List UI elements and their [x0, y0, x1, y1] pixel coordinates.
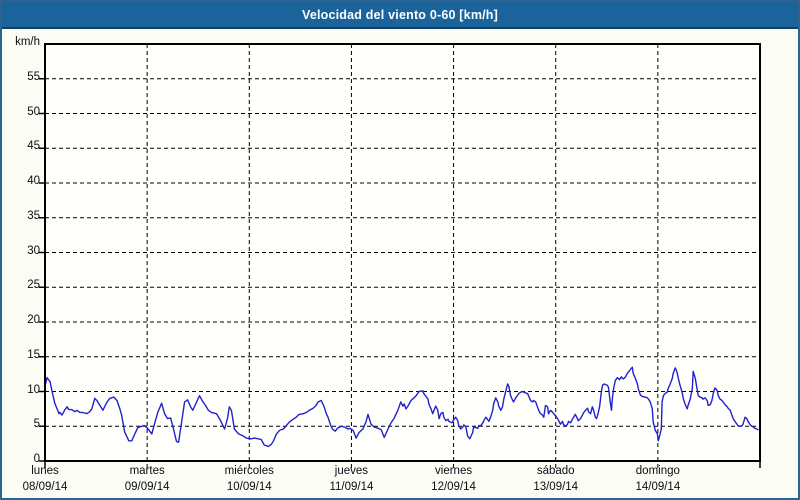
- day-date: 13/09/14: [533, 481, 579, 493]
- day-name: viernes: [435, 465, 473, 477]
- y-axis-unit-label: km/h: [15, 36, 40, 48]
- x-axis-label-sábado: sábado 13/09/14: [506, 463, 606, 495]
- y-axis-label-25: 25: [27, 279, 40, 292]
- day-date: 08/09/14: [22, 481, 68, 493]
- y-axis-label-15: 15: [27, 348, 40, 361]
- x-axis-label-domingo: domingo 14/09/14: [608, 463, 708, 495]
- day-name: martes: [129, 465, 165, 477]
- day-name: jueves: [334, 465, 369, 477]
- day-name: sábado: [536, 465, 575, 477]
- day-name: miércoles: [224, 465, 274, 477]
- x-axis-label-jueves: jueves 11/09/14: [301, 463, 401, 495]
- title-bar: Velocidad del viento 0-60 [km/h]: [2, 2, 798, 29]
- plot-area: [39, 43, 761, 469]
- x-axis-label-miércoles: miércoles 10/09/14: [199, 463, 299, 495]
- day-date: 11/09/14: [329, 481, 374, 493]
- chart-title: Velocidad del viento 0-60 [km/h]: [301, 7, 499, 22]
- day-date: 09/09/14: [124, 481, 170, 493]
- day-name: lunes: [31, 465, 59, 477]
- x-axis-label-lunes: lunes 08/09/14: [0, 463, 95, 495]
- x-axis-label-viernes: viernes 12/09/14: [404, 463, 504, 495]
- y-axis-label-35: 35: [27, 209, 40, 222]
- day-date: 14/09/14: [635, 481, 681, 493]
- y-axis-label-40: 40: [27, 175, 40, 187]
- wind-speed-line: [44, 366, 759, 448]
- wind-speed-chart: [39, 43, 761, 469]
- y-axis-label-55: 55: [27, 70, 40, 83]
- plot-border: [44, 43, 761, 462]
- y-axis-label-20: 20: [27, 314, 40, 326]
- y-axis-label-50: 50: [27, 105, 40, 118]
- y-axis-label-5: 5: [33, 418, 40, 431]
- y-axis-label-30: 30: [27, 244, 40, 257]
- day-name: domingo: [635, 465, 680, 477]
- y-axis-label-10: 10: [27, 383, 40, 396]
- day-date: 12/09/14: [431, 481, 476, 493]
- y-axis-label-45: 45: [27, 140, 40, 153]
- x-axis-label-martes: martes 09/09/14: [97, 463, 197, 495]
- day-date: 10/09/14: [226, 481, 272, 493]
- y-axis-label-0: 0: [33, 453, 40, 465]
